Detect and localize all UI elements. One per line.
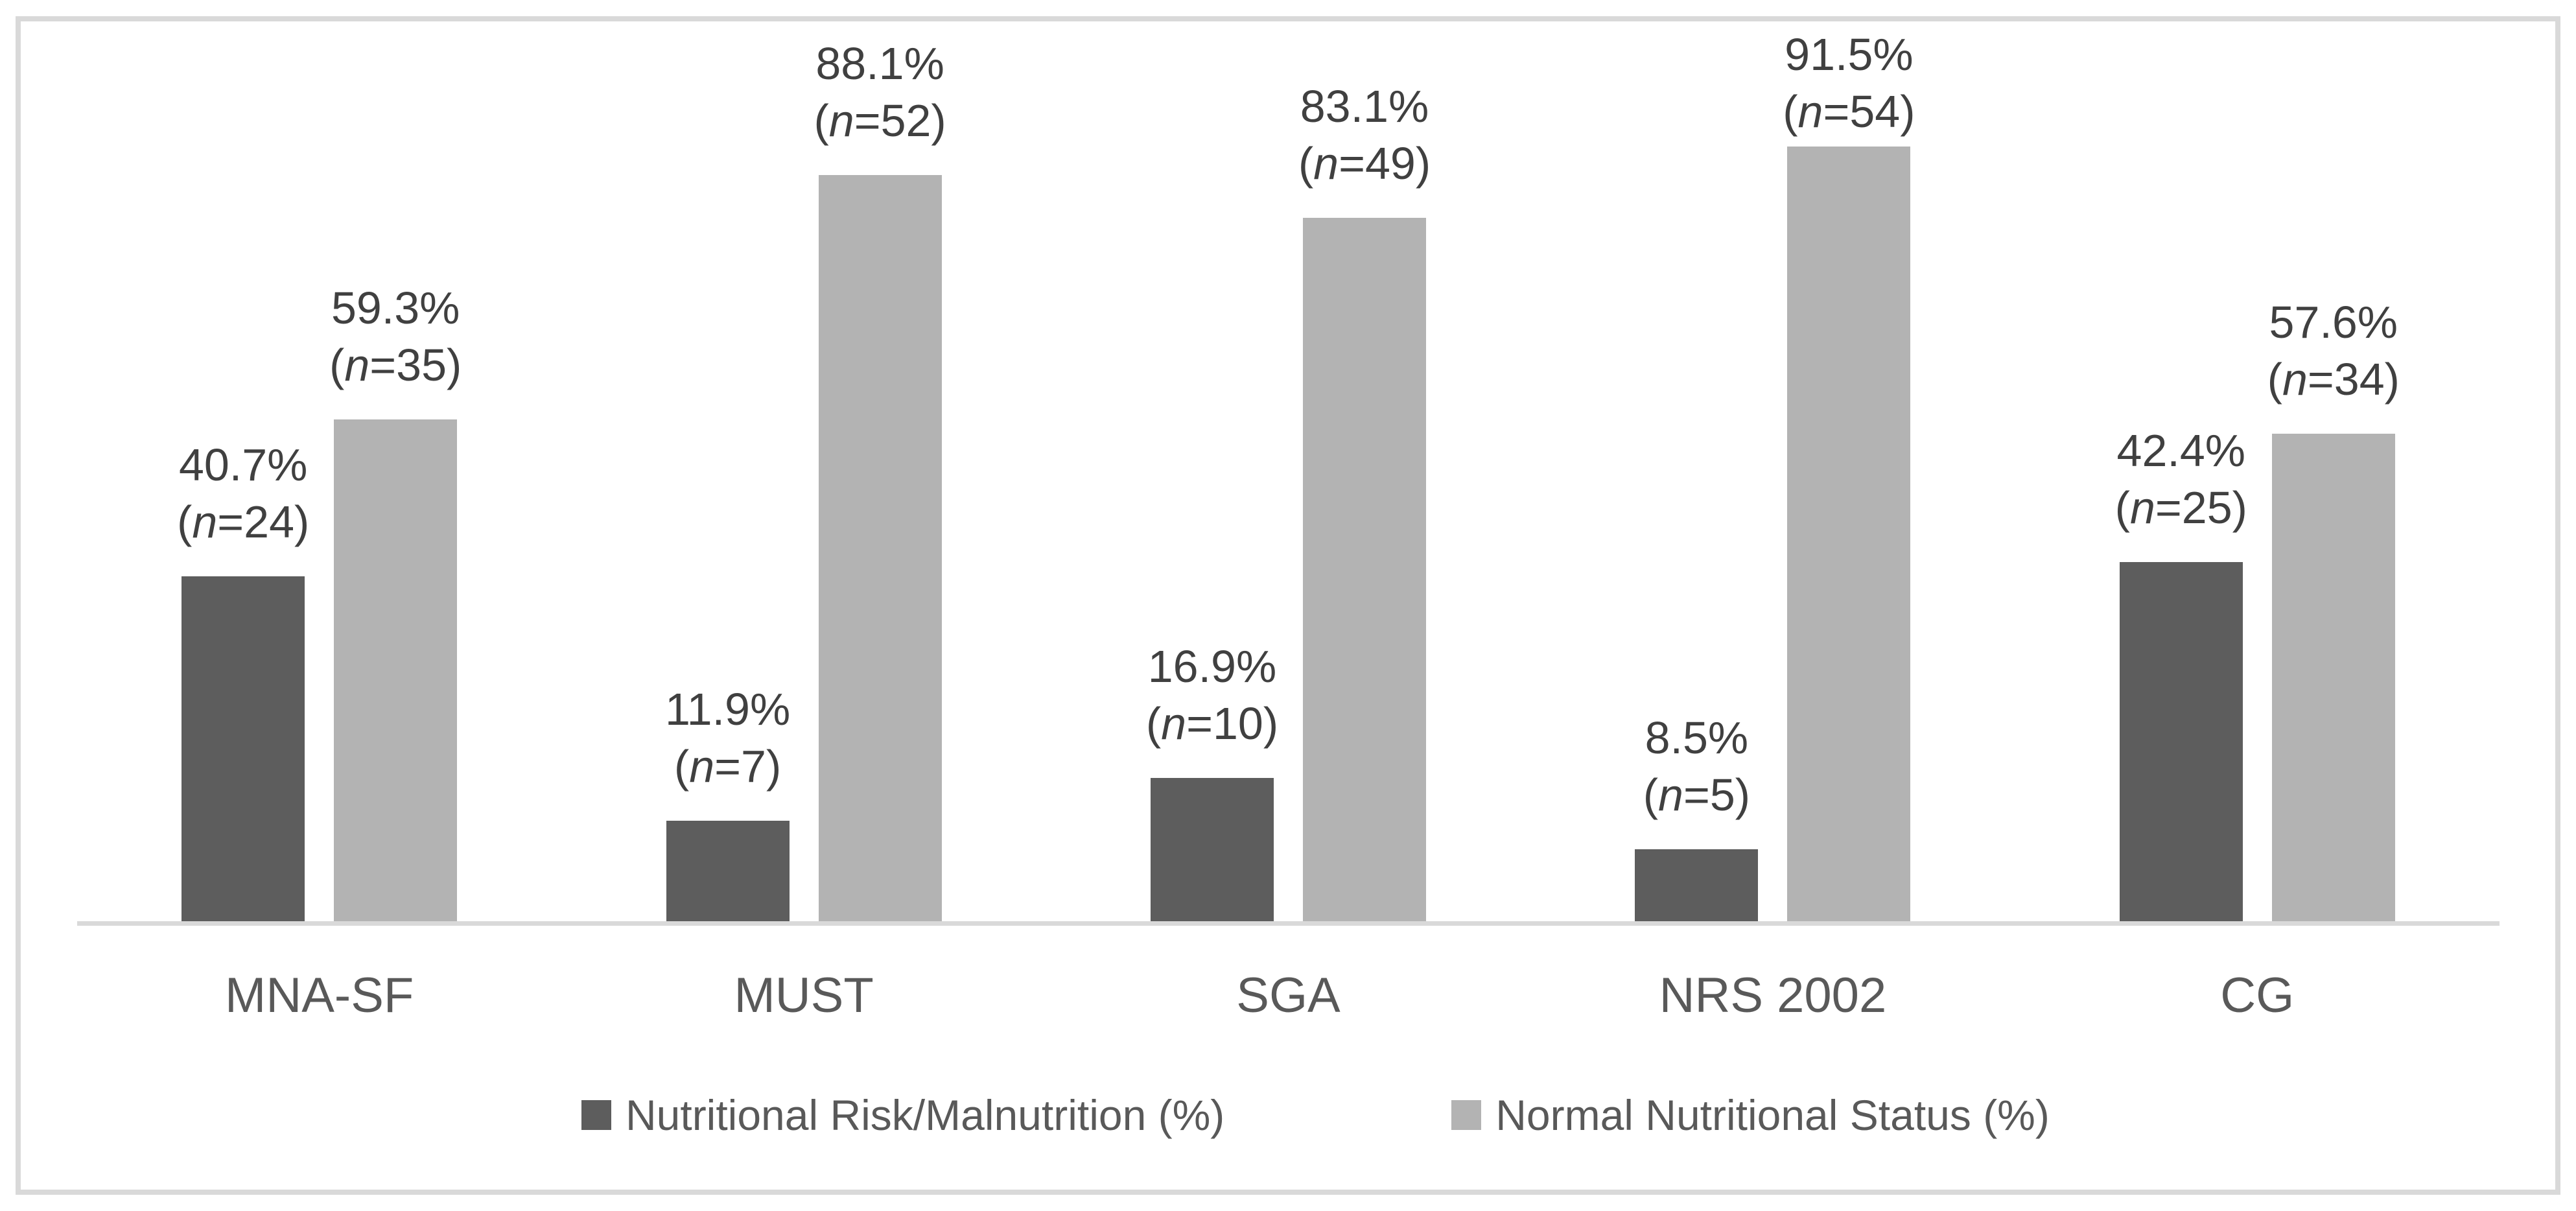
normal-bar-CG xyxy=(2271,434,2395,921)
normal-bar-MUST xyxy=(818,175,942,921)
risk-bar-label-SGA: 16.9% (n=10) xyxy=(1145,641,1279,749)
legend-swatch-normal xyxy=(1451,1100,1482,1130)
normal-bar-label-CG: 57.6% (n=34) xyxy=(2267,297,2400,405)
chart-frame-border xyxy=(16,16,2560,1195)
category-label-MUST: MUST xyxy=(734,968,874,1023)
risk-bar-NRS 2002 xyxy=(1635,849,1759,921)
legend-label-normal: Normal Nutritional Status (%) xyxy=(1495,1091,2050,1139)
x-axis-baseline xyxy=(77,921,2500,926)
risk-bar-CG xyxy=(2119,562,2243,921)
legend-swatch-risk xyxy=(581,1100,611,1130)
normal-bar-label-SGA: 83.1% (n=49) xyxy=(1298,81,1431,189)
risk-bar-label-MUST: 11.9% (n=7) xyxy=(664,684,791,792)
legend-item-normal: Normal Nutritional Status (%) xyxy=(1451,1089,2050,1141)
normal-bar-label-MNA-SF: 59.3% (n=35) xyxy=(329,283,462,390)
normal-bar-MNA-SF xyxy=(334,419,458,921)
normal-bar-label-NRS 2002: 91.5% (n=54) xyxy=(1783,29,1915,137)
risk-bar-label-MNA-SF: 40.7% (n=24) xyxy=(177,440,310,547)
legend-label-risk: Nutritional Risk/Malnutrition (%) xyxy=(626,1091,1225,1139)
chart-legend: Nutritional Risk/Malnutrition (%) Normal … xyxy=(581,1089,2050,1141)
risk-bar-MUST xyxy=(666,821,790,921)
normal-bar-SGA xyxy=(1303,218,1426,921)
category-label-SGA: SGA xyxy=(1236,968,1341,1023)
risk-bar-label-CG: 42.4% (n=25) xyxy=(2114,425,2247,533)
normal-bar-label-MUST: 88.1% (n=52) xyxy=(814,38,946,146)
risk-bar-label-NRS 2002: 8.5% (n=5) xyxy=(1643,712,1751,820)
legend-item-risk: Nutritional Risk/Malnutrition (%) xyxy=(581,1089,1224,1141)
risk-bar-MNA-SF xyxy=(181,576,305,921)
normal-bar-NRS 2002 xyxy=(1787,147,1911,921)
risk-bar-SGA xyxy=(1151,778,1274,921)
category-label-NRS 2002: NRS 2002 xyxy=(1659,968,1887,1023)
category-label-MNA-SF: MNA-SF xyxy=(225,968,414,1023)
category-label-CG: CG xyxy=(2220,968,2295,1023)
